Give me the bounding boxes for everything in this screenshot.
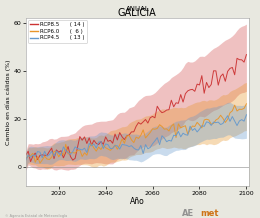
Text: AE: AE — [182, 209, 194, 218]
Legend: RCP8.5      ( 14 ), RCP6.0      (  6 ), RCP4.5      ( 13 ): RCP8.5 ( 14 ), RCP6.0 ( 6 ), RCP4.5 ( 13… — [28, 20, 87, 43]
Text: met: met — [200, 209, 219, 218]
Text: © Agencia Estatal de Meteorología: © Agencia Estatal de Meteorología — [5, 214, 67, 218]
Text: ANUAL: ANUAL — [125, 5, 149, 12]
Title: GALICIA: GALICIA — [118, 8, 157, 18]
Y-axis label: Cambio en días cálidos (%): Cambio en días cálidos (%) — [5, 60, 11, 145]
X-axis label: Año: Año — [130, 197, 145, 206]
